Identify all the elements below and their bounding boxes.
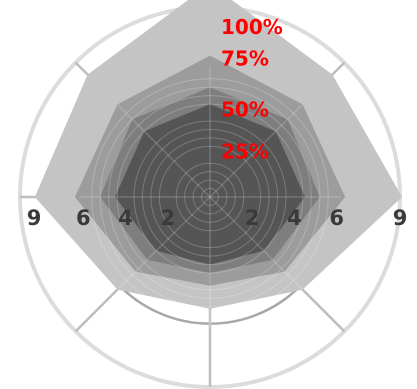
inner-ring [175, 162, 245, 232]
inner-spoke-6 [116, 196, 211, 291]
inner-ring [108, 95, 312, 299]
tick-label-right-2: 2 [245, 206, 260, 230]
inner-grid-rings [79, 66, 341, 328]
tick-label-right-6: 6 [329, 206, 344, 230]
percent-label-25: 25% [221, 140, 269, 164]
inner-ring [150, 137, 270, 257]
inner-spoke-8 [116, 103, 211, 198]
percent-label-50: 50% [221, 97, 269, 121]
inner-spoke-2 [209, 103, 304, 198]
percent-label-75: 75% [221, 47, 269, 71]
tick-label-left-2: 2 [160, 206, 175, 230]
inner-ring [99, 86, 321, 308]
inner-ring [158, 145, 262, 249]
percent-labels: 100% 75% 50% 25% [221, 15, 283, 164]
inner-ring [133, 120, 287, 274]
tick-label-left-4: 4 [118, 206, 133, 230]
axis-tick-labels: 9 6 4 2 2 4 6 9 [27, 206, 408, 230]
inner-ring [116, 103, 304, 291]
tick-label-left-9: 9 [27, 206, 42, 230]
inner-spoke-4 [209, 196, 304, 291]
inner-ring [91, 78, 329, 316]
inner-ring [201, 188, 219, 206]
series-polygons [34, 0, 403, 309]
inner-ring [184, 171, 236, 223]
series-polygon-4 [115, 104, 305, 265]
percent-label-100: 100% [221, 15, 283, 39]
tick-label-right-4: 4 [287, 206, 302, 230]
inner-ring [141, 128, 279, 266]
tick-label-left-6: 6 [76, 206, 91, 230]
inner-ring [192, 179, 228, 215]
tick-label-right-9: 9 [393, 206, 408, 230]
